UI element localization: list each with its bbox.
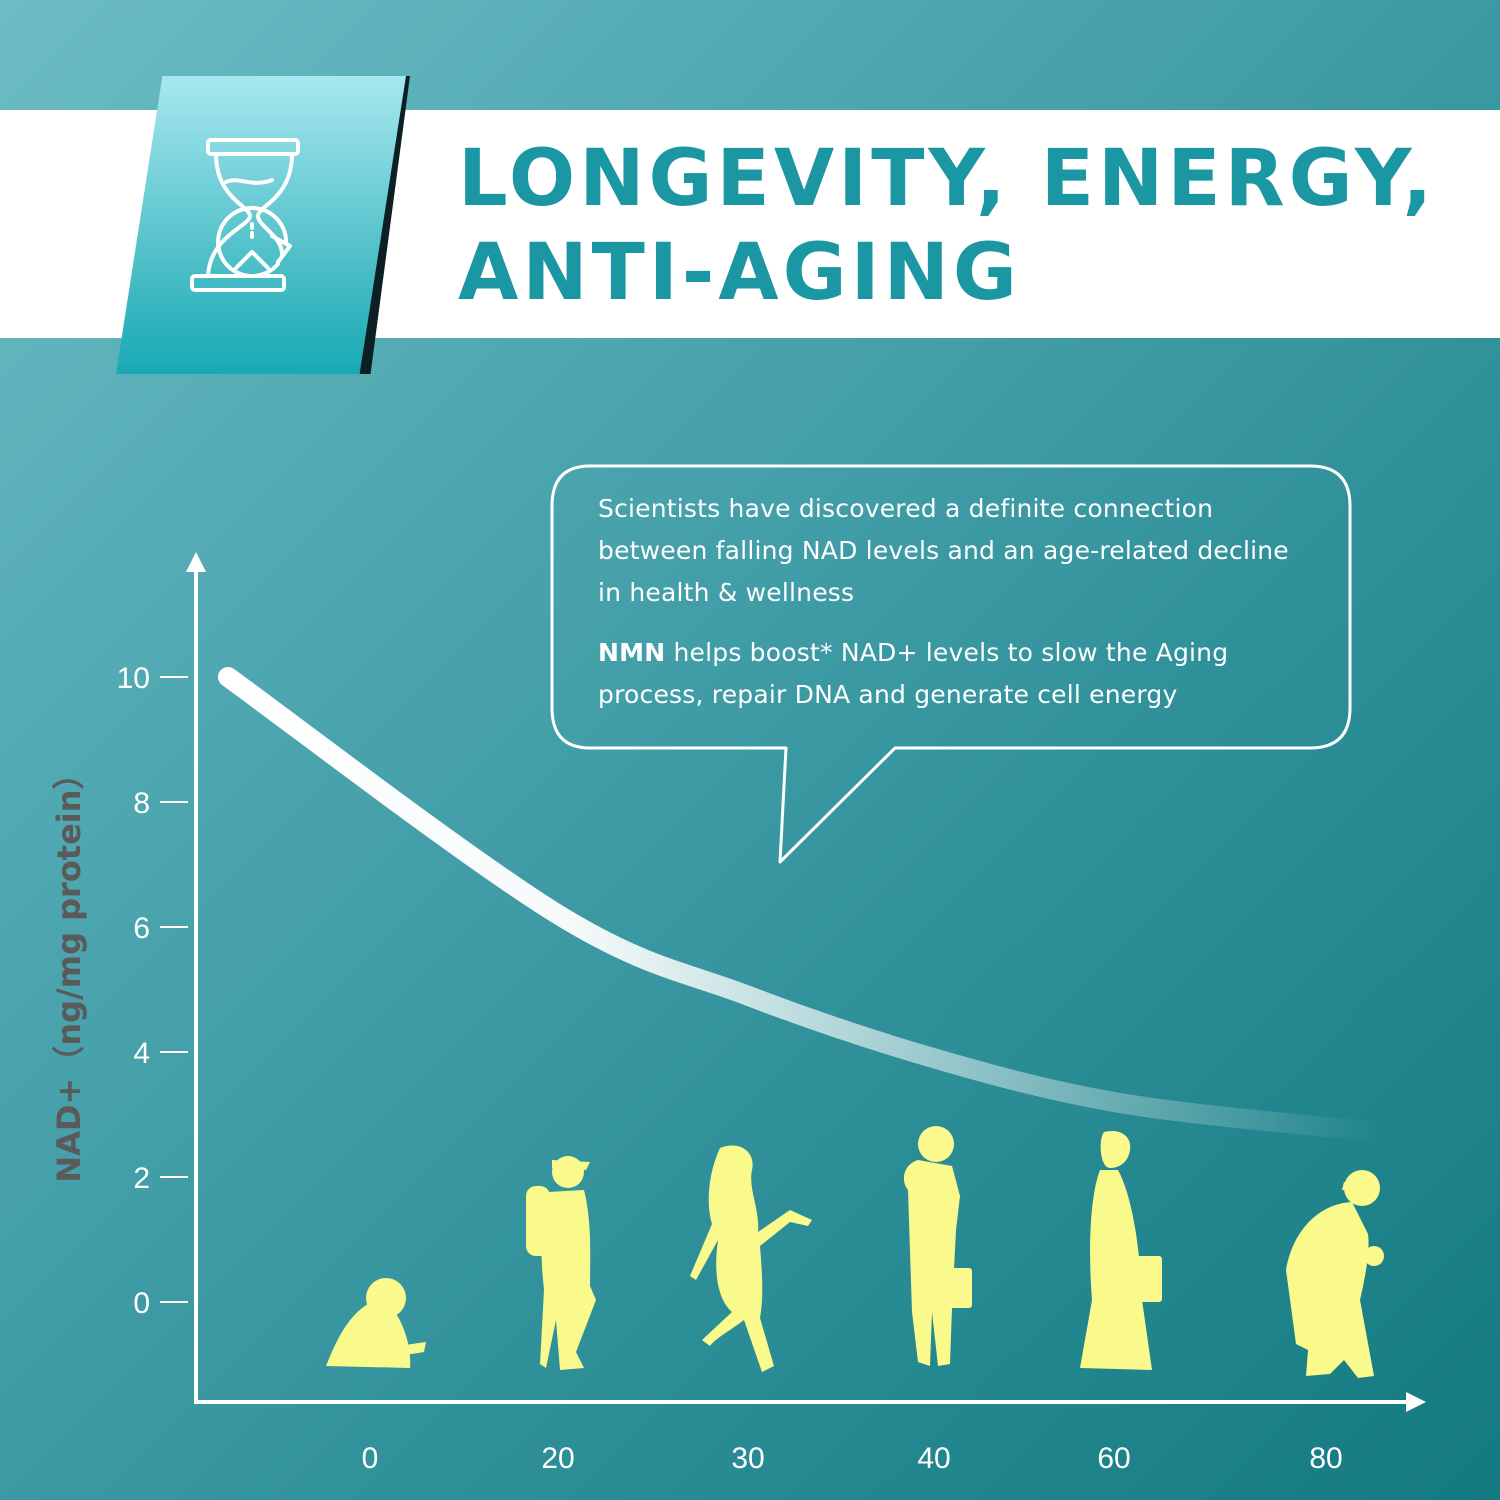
y-ticks: 0 2 4 6 8 10 xyxy=(117,662,188,1320)
y-tick-label-6: 6 xyxy=(133,912,150,945)
data-point-20 xyxy=(557,914,559,916)
series-line-nad xyxy=(218,667,1390,1141)
x-tick-label-0: 0 xyxy=(362,1442,379,1475)
silhouette-baby xyxy=(326,1278,426,1368)
hourglass-reverse-icon xyxy=(190,138,300,292)
x-tick-label-20: 20 xyxy=(541,1442,574,1475)
y-tick-label-10: 10 xyxy=(117,662,150,695)
nmn-emphasis: NMN xyxy=(598,638,666,667)
y-tick-label-2: 2 xyxy=(133,1162,150,1195)
x-tick-label-30: 30 xyxy=(731,1442,764,1475)
data-point-30 xyxy=(747,995,749,997)
data-point-60 xyxy=(1113,1101,1115,1103)
speech-bubble xyxy=(550,464,1352,864)
silhouette-adult-30 xyxy=(690,1145,812,1372)
silhouette-elder-80 xyxy=(1286,1170,1384,1378)
y-tick-label-4: 4 xyxy=(133,1037,150,1070)
data-point-80 xyxy=(1325,1126,1327,1128)
callout-paragraph-2-rest: helps boost* NAD+ levels to slow the Agi… xyxy=(598,638,1229,709)
silhouette-adult-60 xyxy=(1080,1130,1162,1370)
callout-paragraph-1: Scientists have discovered a definite co… xyxy=(598,494,1289,607)
x-ticks: 0 20 30 40 60 80 xyxy=(362,1442,1343,1475)
x-tick-label-60: 60 xyxy=(1097,1442,1130,1475)
y-tick-label-8: 8 xyxy=(133,787,150,820)
y-axis-label: NAD+（ng/mg protein） xyxy=(50,757,88,1182)
x-tick-label-80: 80 xyxy=(1309,1442,1342,1475)
data-points xyxy=(227,676,1327,1128)
age-silhouettes xyxy=(326,1126,1384,1378)
callout-text: Scientists have discovered a definite co… xyxy=(598,488,1318,716)
title-line-1: LONGEVITY, ENERGY, xyxy=(458,134,1437,224)
y-tick-label-0: 0 xyxy=(133,1287,150,1320)
y-axis-arrow xyxy=(186,552,206,572)
callout-paragraph-2: NMN helps boost* NAD+ levels to slow the… xyxy=(598,632,1318,716)
data-point-40 xyxy=(933,1057,935,1059)
silhouette-youth xyxy=(526,1156,596,1370)
page-title: LONGEVITY, ENERGY, ANTI-AGING xyxy=(458,132,1436,320)
data-point-0 xyxy=(227,676,229,678)
x-axis-arrow xyxy=(1406,1392,1426,1412)
title-line-2: ANTI-AGING xyxy=(458,228,1021,318)
x-tick-label-40: 40 xyxy=(917,1442,950,1475)
silhouette-adult-40 xyxy=(903,1126,972,1366)
